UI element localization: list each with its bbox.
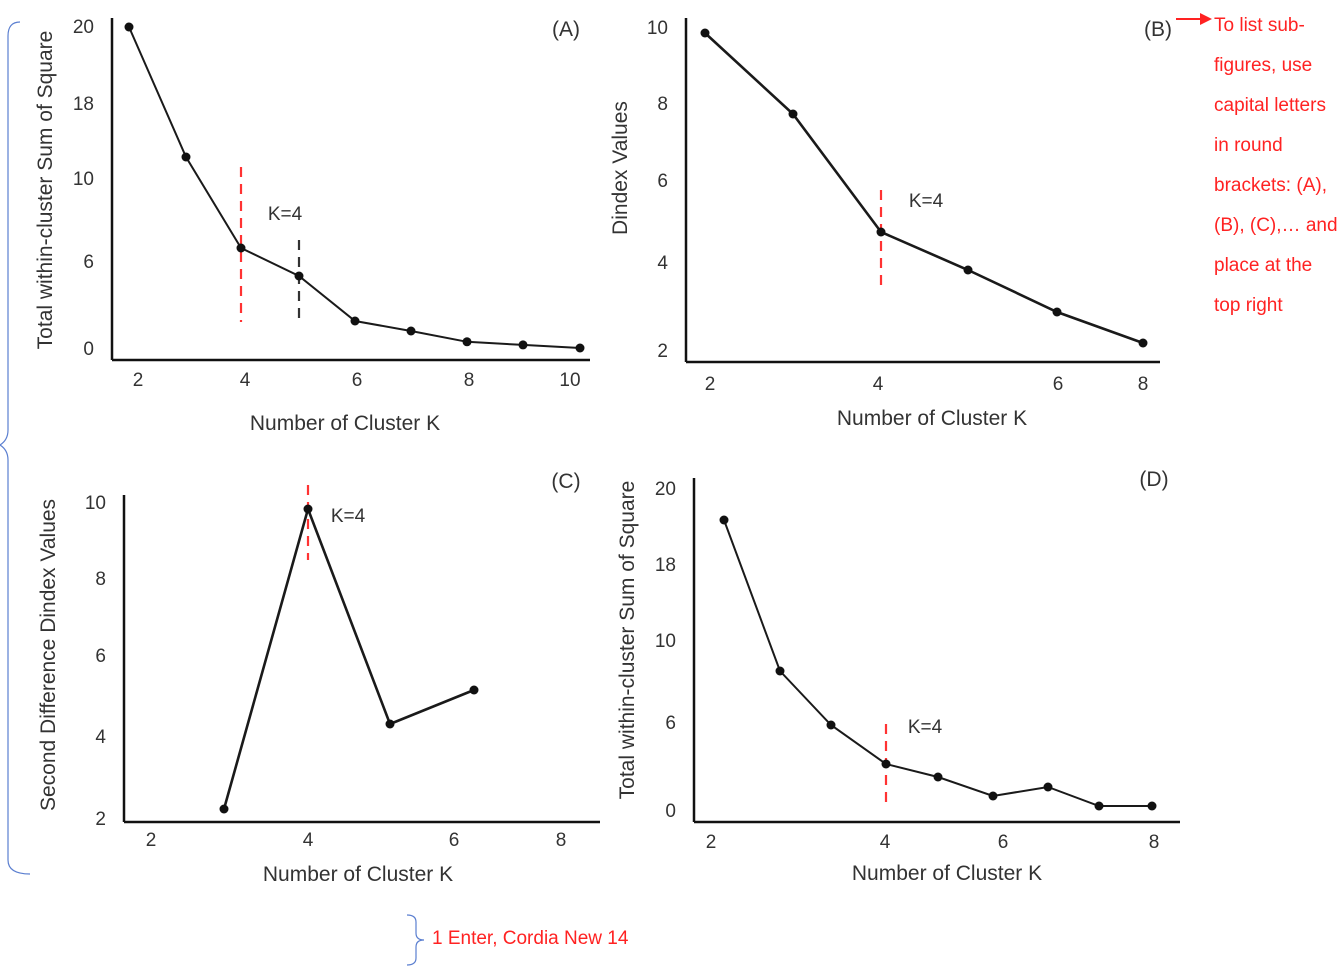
y-tick-label: 0 [83, 339, 94, 360]
k-annotation: K=4 [909, 191, 944, 212]
data-point [219, 804, 229, 814]
data-point [236, 243, 246, 253]
y-tick-label: 10 [647, 18, 668, 39]
x-tick-label: 8 [464, 370, 475, 391]
x-tick-label: 10 [559, 370, 580, 391]
bottom-brace [0, 444, 31, 875]
y-axis-label: Total within-cluster Sum of Square [616, 481, 639, 800]
data-point [350, 316, 360, 326]
y-tick-label: 4 [95, 727, 106, 748]
y-tick-label: 2 [95, 809, 106, 830]
x-tick-label: 4 [303, 830, 314, 851]
footer-brace [406, 914, 425, 966]
series-line [723, 519, 1152, 807]
y-tick-label: 18 [655, 555, 676, 576]
data-point [1094, 801, 1104, 811]
x-tick-label: 4 [873, 374, 884, 395]
y-tick-label: 0 [665, 801, 676, 822]
y-axis-label: Dindex Values [609, 101, 632, 235]
panel-label: (D) [1139, 468, 1168, 491]
x-axis-label: Number of Cluster K [263, 863, 453, 886]
x-tick-label: 6 [998, 832, 1009, 853]
x-tick-label: 2 [146, 830, 157, 851]
data-point [826, 720, 836, 730]
x-tick-label: 6 [449, 830, 460, 851]
x-axis-label: Number of Cluster K [837, 407, 1027, 430]
data-point [294, 271, 304, 281]
data-point [700, 28, 710, 38]
panel-label: (A) [552, 18, 580, 41]
y-tick-label: 4 [657, 253, 668, 274]
data-point [462, 337, 472, 347]
data-point [385, 719, 395, 729]
y-tick-label: 6 [83, 252, 94, 273]
y-tick-label: 20 [655, 479, 676, 500]
y-tick-label: 6 [95, 646, 106, 667]
x-tick-label: 8 [1138, 374, 1149, 395]
x-tick-label: 6 [1053, 374, 1064, 395]
k-annotation: K=4 [908, 717, 943, 738]
x-tick-label: 8 [1149, 832, 1160, 853]
spacing-note: 1 Enter, Cordia New 14 [432, 928, 629, 949]
data-point [1138, 338, 1148, 348]
data-point [963, 265, 973, 275]
data-point [303, 504, 313, 514]
subfigure-note: To list sub-figures, use capital letters… [1214, 15, 1338, 316]
panel-d: 0 6 10 18 20 2 4 6 8 Number of Cluster K Total wit… [616, 468, 1180, 885]
note-arrow-head [1200, 13, 1212, 25]
x-tick-label: 8 [556, 830, 567, 851]
data-point [719, 515, 729, 525]
panel-c: 2 4 6 8 10 2 4 6 8 Number of Cluster K Second Diff… [37, 470, 600, 886]
data-point [788, 109, 798, 119]
data-point [1052, 307, 1062, 317]
x-tick-label: 2 [705, 374, 716, 395]
y-tick-label: 18 [73, 94, 94, 115]
data-point [775, 666, 785, 676]
y-tick-label: 8 [657, 94, 668, 115]
x-axis-label: Number of Cluster K [250, 412, 440, 435]
y-axis-label: Total within-cluster Sum of Square [34, 31, 57, 350]
data-point [1147, 801, 1157, 811]
series-line [222, 504, 475, 810]
data-point [406, 326, 416, 336]
series-line [128, 26, 581, 349]
x-tick-label: 4 [880, 832, 891, 853]
data-point [469, 685, 479, 695]
data-point [933, 772, 943, 782]
y-tick-label: 20 [73, 17, 94, 38]
data-point [881, 759, 891, 769]
panel-a: 0 6 10 18 20 2 4 6 8 10 Number of Cluster K Total w… [34, 17, 590, 435]
y-tick-label: 10 [73, 169, 94, 190]
series-line [704, 32, 1144, 345]
data-point [124, 22, 134, 32]
y-tick-label: 6 [665, 713, 676, 734]
y-tick-label: 8 [95, 569, 106, 590]
y-tick-label: 10 [85, 493, 106, 514]
data-point [876, 227, 886, 237]
y-tick-label: 2 [657, 341, 668, 362]
panel-b: 2 4 6 8 10 2 4 6 8 Number of Cluster K Dindex Valu… [609, 18, 1172, 430]
data-point [518, 340, 528, 350]
x-tick-label: 4 [240, 370, 251, 391]
data-point [1043, 782, 1053, 792]
data-point [181, 152, 191, 162]
k-annotation: K=4 [268, 204, 303, 225]
x-tick-label: 2 [133, 370, 144, 391]
panel-label: (B) [1144, 18, 1172, 41]
y-tick-label: 10 [655, 631, 676, 652]
data-point [988, 791, 998, 801]
x-axis-label: Number of Cluster K [852, 862, 1042, 885]
data-point [575, 343, 585, 353]
k-annotation: K=4 [331, 506, 366, 527]
top-brace [0, 21, 21, 446]
panel-label: (C) [551, 470, 580, 493]
y-axis-label: Second Difference Dindex Values [37, 499, 60, 811]
x-tick-label: 6 [352, 370, 363, 391]
x-tick-label: 2 [706, 832, 717, 853]
y-tick-label: 6 [657, 171, 668, 192]
